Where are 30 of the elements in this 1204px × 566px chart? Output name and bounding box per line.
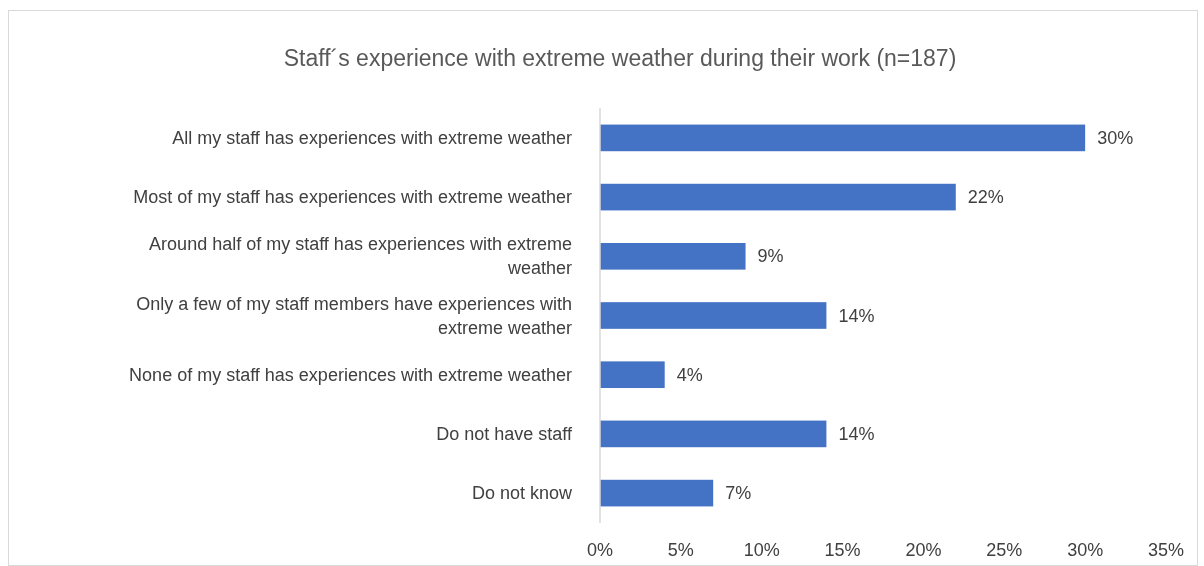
x-tick-label: 35% [1147, 540, 1185, 560]
data-label: 14% [838, 305, 875, 326]
x-tick-label: 0% [586, 540, 614, 560]
y-tick-label: None of my staff has experiences with extreme weather [129, 364, 572, 385]
bar [600, 183, 956, 211]
bar [600, 479, 714, 507]
data-label: 9% [757, 246, 784, 267]
x-tick-label: 20% [905, 540, 942, 560]
x-tick-label: 15% [824, 540, 861, 560]
y-tick-label: Do not know [471, 483, 573, 504]
y-tick-label: Only a few of my staff members have experiences with extreme weather [136, 293, 572, 338]
bar [600, 420, 827, 448]
data-label: 14% [838, 423, 875, 444]
data-label: 22% [967, 187, 1004, 208]
x-tick-label: 30% [1067, 540, 1104, 560]
bar [600, 124, 1086, 152]
chart-title: Staff´s experience with extreme weather during their work (n=187) [283, 45, 957, 71]
bar [600, 242, 746, 270]
y-tick-label: Most of my staff has experiences with extreme weather [133, 187, 572, 208]
x-tick-label: 5% [667, 540, 694, 560]
data-label: 30% [1097, 127, 1134, 148]
bar [600, 302, 827, 329]
y-tick-label: Do not have staff [436, 423, 573, 444]
x-tick-label: 10% [743, 540, 780, 560]
x-tick-label: 25% [986, 540, 1023, 560]
y-tick-label: All my staff has experiences with extreme weather [172, 127, 572, 148]
y-tick-label: Around half of my staff has experiences with extreme weather [149, 234, 572, 279]
data-label: 7% [725, 483, 752, 504]
bar [600, 361, 665, 389]
data-label: 4% [676, 364, 703, 385]
